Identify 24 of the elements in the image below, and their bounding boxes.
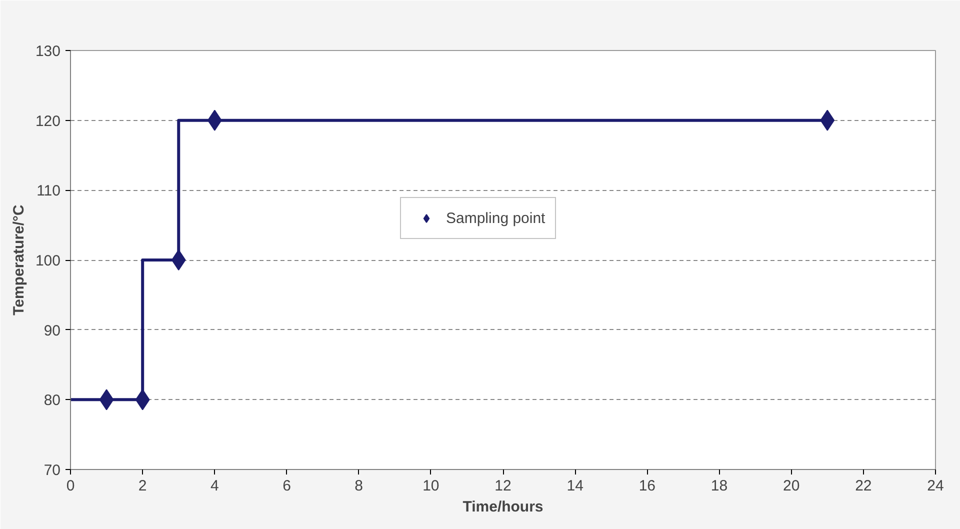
y-tick-label: 80 (44, 392, 61, 410)
x-tick-label: 16 (638, 478, 656, 494)
y-tick-label: 130 (35, 43, 61, 60)
x-tick-label: 22 (855, 478, 872, 494)
x-tick-label: 24 (927, 478, 944, 494)
x-tick-label: 6 (282, 478, 291, 494)
y-tick-label: 120 (35, 112, 61, 130)
y-tick-label: 100 (35, 252, 61, 270)
x-tick-label: 4 (210, 478, 219, 494)
legend-label: Sampling point (446, 210, 546, 226)
x-tick-label: 8 (354, 478, 364, 494)
x-tick-label: 10 (422, 478, 440, 494)
x-tick-label: 18 (710, 478, 728, 494)
y-tick-label: 110 (36, 182, 61, 200)
x-tick-label: 20 (782, 478, 800, 494)
x-axis-title: Time/hours (462, 498, 544, 516)
y-axis-title: Temperature/°C (10, 204, 28, 316)
point (171, 250, 186, 270)
x-tick-label: 2 (138, 478, 147, 494)
y-tick-label: 70 (44, 462, 61, 479)
x-tick-label: 0 (66, 478, 75, 494)
y-tick-label: 90 (44, 322, 61, 340)
x-tick-label: 14 (566, 478, 584, 494)
x-tick-label: 12 (494, 478, 512, 494)
